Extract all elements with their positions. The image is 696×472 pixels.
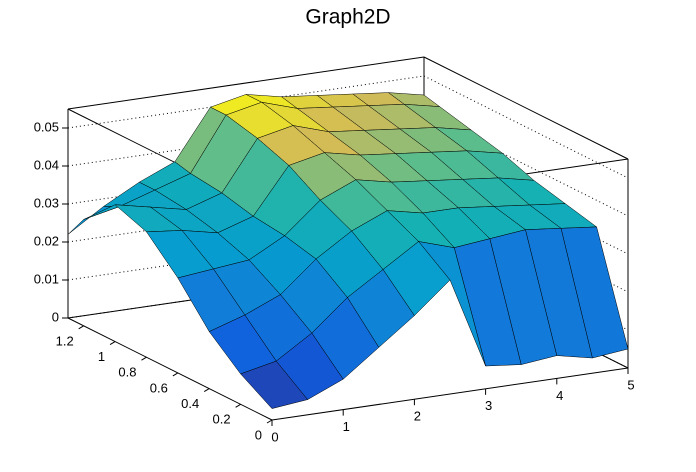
- frame-line: [423, 56, 629, 160]
- y-tick-label: 0: [255, 427, 262, 442]
- y-tick: [172, 372, 179, 377]
- y-tick: [266, 419, 273, 424]
- y-tick-label: 0.2: [213, 412, 231, 427]
- z-tick-label: 0.02: [34, 233, 59, 248]
- y-tick-label: 0.4: [181, 396, 199, 411]
- x-tick-label: 2: [414, 409, 421, 424]
- y-tick-label: 1.2: [56, 333, 74, 348]
- y-tick: [109, 341, 116, 345]
- x-tick-label: 3: [485, 398, 492, 413]
- frame-line: [67, 56, 425, 110]
- y-tick-label: 0.8: [118, 365, 136, 380]
- z-tick-label: 0.03: [34, 195, 59, 210]
- x-tick-label: 1: [343, 419, 350, 434]
- y-axis: [67, 317, 273, 421]
- z-tick-label: 0.01: [34, 271, 59, 286]
- x-tick-label: 4: [556, 388, 563, 403]
- x-tick-label: 5: [627, 377, 634, 392]
- surface-cell: [240, 360, 309, 409]
- y-tick: [235, 403, 241, 408]
- y-tick-label: 0.6: [150, 380, 168, 395]
- surface-cell: [67, 206, 120, 235]
- z-tick-label: 0.05: [34, 119, 59, 134]
- z-tick-label: 0: [52, 309, 59, 324]
- y-tick: [203, 388, 210, 393]
- x-axis: [271, 367, 629, 421]
- y-tick-label: 1: [98, 349, 105, 364]
- y-tick: [78, 325, 84, 330]
- x-tick-label: 0: [271, 429, 278, 444]
- y-tick: [141, 356, 147, 361]
- chart-title: Graph2D: [305, 6, 390, 29]
- z-tick-label: 0.04: [34, 157, 59, 172]
